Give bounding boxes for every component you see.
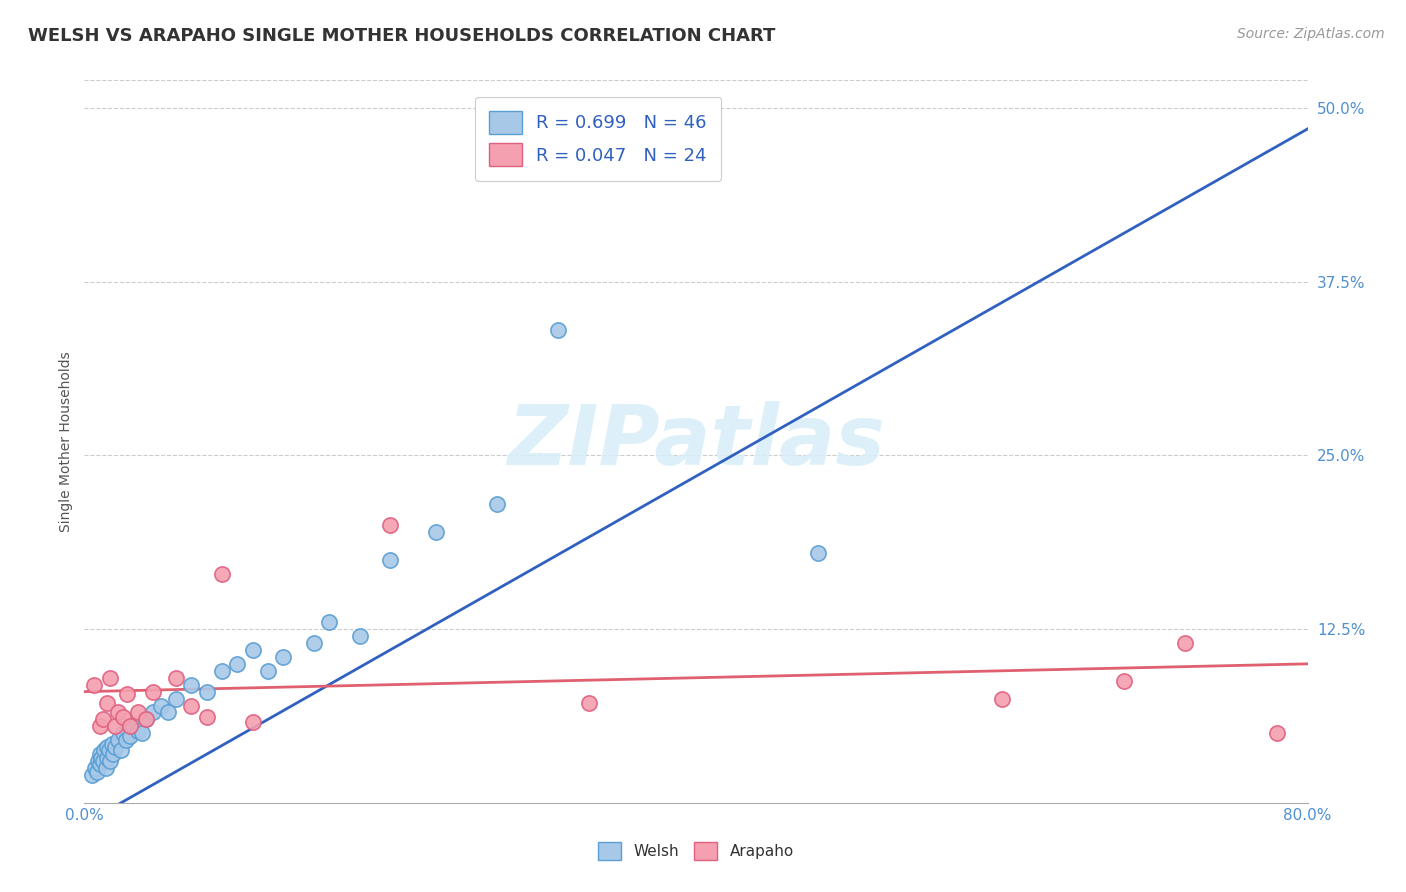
Point	[98, 671, 121, 685]
Point	[211, 566, 233, 581]
Point	[94, 761, 117, 775]
Point	[135, 713, 157, 727]
Point	[84, 761, 107, 775]
Point	[107, 706, 129, 720]
Point	[1265, 726, 1288, 740]
Point	[110, 743, 132, 757]
Point	[114, 733, 136, 747]
Point	[302, 636, 325, 650]
Point	[157, 706, 180, 720]
Point	[135, 713, 157, 727]
Point	[165, 691, 187, 706]
Point	[242, 715, 264, 730]
Point	[96, 751, 118, 765]
Point	[111, 709, 134, 723]
Point	[83, 678, 105, 692]
Point	[131, 726, 153, 740]
Point	[91, 754, 114, 768]
Point	[180, 678, 202, 692]
Point	[91, 713, 114, 727]
Point	[380, 517, 402, 532]
Text: WELSH VS ARAPAHO SINGLE MOTHER HOUSEHOLDS CORRELATION CHART: WELSH VS ARAPAHO SINGLE MOTHER HOUSEHOLD…	[28, 27, 776, 45]
Point	[380, 552, 402, 566]
Point	[180, 698, 202, 713]
Point	[80, 768, 103, 782]
Point	[486, 497, 509, 511]
Point	[97, 743, 120, 757]
Point	[93, 743, 115, 757]
Point	[1114, 673, 1136, 688]
Point	[271, 649, 294, 664]
Point	[242, 643, 264, 657]
Point	[578, 696, 600, 710]
Point	[195, 684, 218, 698]
Point	[103, 747, 125, 761]
Text: Source: ZipAtlas.com: Source: ZipAtlas.com	[1237, 27, 1385, 41]
Point	[107, 733, 129, 747]
Point	[257, 664, 280, 678]
Point	[89, 756, 111, 771]
Point	[149, 698, 172, 713]
Point	[211, 664, 233, 678]
Point	[807, 546, 830, 560]
Point	[226, 657, 249, 671]
Point	[101, 738, 124, 752]
Point	[349, 629, 371, 643]
Point	[86, 765, 108, 780]
Point	[165, 671, 187, 685]
Point	[122, 719, 145, 733]
Point	[120, 729, 142, 743]
Point	[142, 684, 165, 698]
Point	[96, 740, 118, 755]
Text: ZIPatlas: ZIPatlas	[508, 401, 884, 482]
Point	[127, 706, 149, 720]
Point	[104, 719, 127, 733]
Legend: Welsh, Arapaho: Welsh, Arapaho	[591, 835, 801, 867]
Point	[90, 751, 112, 765]
Point	[318, 615, 340, 630]
Point	[547, 323, 569, 337]
Point	[89, 747, 111, 761]
Point	[111, 726, 134, 740]
Point	[425, 524, 447, 539]
Point	[98, 754, 121, 768]
Point	[142, 706, 165, 720]
Point	[96, 696, 118, 710]
Point	[120, 719, 142, 733]
Point	[1174, 636, 1197, 650]
Point	[1205, 45, 1227, 60]
Y-axis label: Single Mother Households: Single Mother Households	[59, 351, 73, 532]
Point	[127, 723, 149, 738]
Point	[89, 719, 111, 733]
Point	[104, 740, 127, 755]
Point	[991, 691, 1014, 706]
Point	[195, 709, 218, 723]
Point	[115, 687, 138, 701]
Point	[87, 754, 110, 768]
